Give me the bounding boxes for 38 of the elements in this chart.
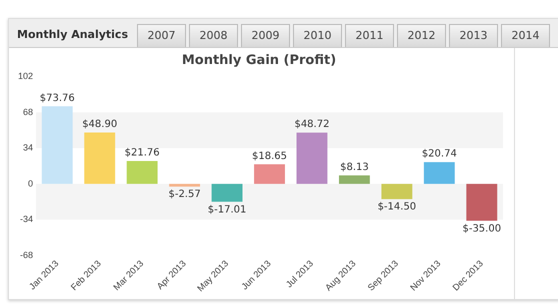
data-label: $48.90 xyxy=(82,119,118,130)
bar xyxy=(42,106,73,184)
data-label: $21.76 xyxy=(124,148,160,159)
data-label: $8.13 xyxy=(340,162,369,173)
bar xyxy=(338,175,370,184)
data-label: $20.74 xyxy=(422,148,457,160)
data-label: $-35.00 xyxy=(462,223,502,234)
bar xyxy=(254,164,285,184)
bar xyxy=(169,184,200,187)
data-label: $-14.50 xyxy=(378,202,416,213)
bar xyxy=(381,184,412,200)
data-label: $73.76 xyxy=(40,92,75,104)
text: Monthly Analytics xyxy=(17,27,128,43)
bar xyxy=(424,162,455,184)
text: 2014 xyxy=(501,24,550,47)
text: 2010 xyxy=(293,24,342,47)
chart-title: Monthly Gain (Profit) xyxy=(182,53,336,68)
bar xyxy=(296,132,328,184)
text: 2009 xyxy=(241,24,290,47)
text: 2011 xyxy=(345,24,394,47)
bar xyxy=(84,132,116,184)
bar xyxy=(126,161,158,184)
data-label: $48.72 xyxy=(294,119,330,130)
data-label: $18.65 xyxy=(252,150,288,162)
bar xyxy=(212,184,242,202)
bar xyxy=(466,184,498,221)
text: 2007 xyxy=(137,24,186,47)
y-tick-label: -68 xyxy=(20,250,34,260)
text: 2012 xyxy=(397,24,446,47)
y-tick-label: 34 xyxy=(23,142,34,153)
text: 2013 xyxy=(449,24,498,47)
y-tick-label: -34 xyxy=(20,214,34,224)
y-tick-label: 68 xyxy=(23,106,34,117)
text: 2008 xyxy=(189,24,238,47)
data-label: $-17.01 xyxy=(208,204,246,216)
data-label: $-2.57 xyxy=(168,189,201,200)
y-tick-label: 0 xyxy=(28,178,34,188)
y-tick-label: 102 xyxy=(18,71,34,82)
